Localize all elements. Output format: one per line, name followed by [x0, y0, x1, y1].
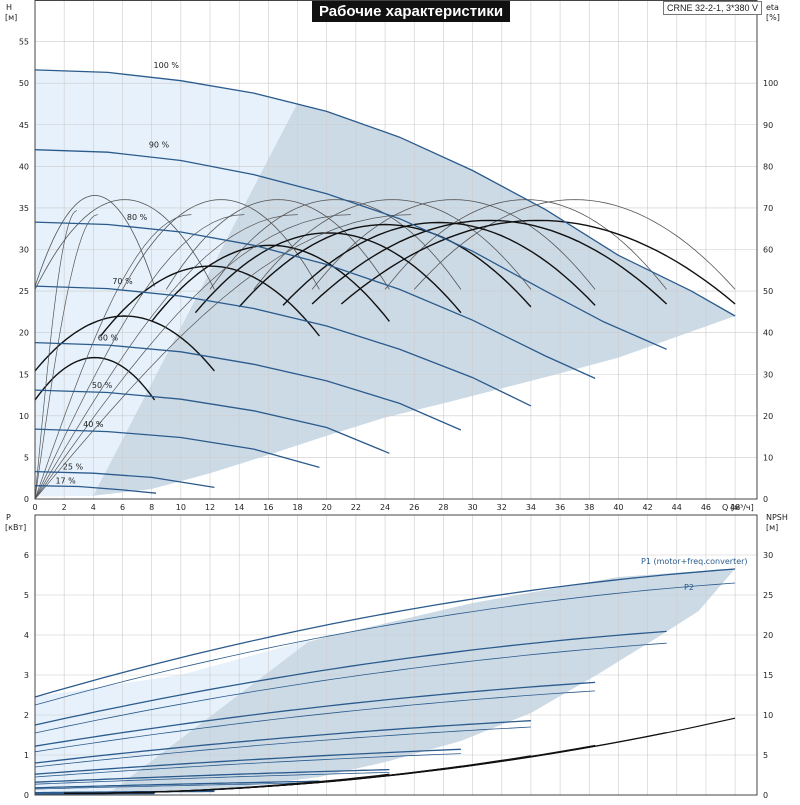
y-tick-label: 0 [24, 791, 29, 800]
p2-series-label: P2 [684, 583, 694, 592]
x-tick-label: 20 [322, 503, 332, 512]
y2-tick-label: 20 [763, 631, 773, 640]
y-tick-label: 45 [19, 121, 29, 130]
y2-tick-label: 50 [763, 287, 773, 296]
speed-label: 100 % [154, 61, 180, 70]
y2-tick-label: 10 [763, 711, 773, 720]
x-tick-label: 10 [176, 503, 186, 512]
x-tick-label: 14 [234, 503, 244, 512]
chart-title: Рабочие характеристики [312, 1, 510, 22]
speed-label: 80 % [127, 213, 148, 222]
y-tick-label: 35 [19, 204, 29, 213]
y-axis-unit: [кВт] [5, 523, 26, 532]
p1-series-label: P1 (motor+freq.converter) [641, 557, 748, 566]
y-tick-label: 25 [19, 287, 29, 296]
y2-tick-label: 40 [763, 329, 773, 338]
y2-tick-label: 0 [763, 791, 768, 800]
x-tick-label: 22 [351, 503, 361, 512]
x-tick-label: 32 [497, 503, 507, 512]
x-tick-label: 30 [467, 503, 477, 512]
y2-tick-label: 20 [763, 412, 773, 421]
x-tick-label: 12 [205, 503, 215, 512]
speed-label: 40 % [83, 420, 104, 429]
x-tick-label: 16 [263, 503, 273, 512]
y-tick-label: 50 [19, 79, 29, 88]
x-tick-label: 42 [643, 503, 653, 512]
x-tick-label: 0 [32, 503, 37, 512]
y-tick-label: 30 [19, 246, 29, 255]
y2-tick-label: 60 [763, 246, 773, 255]
y-tick-label: 5 [24, 453, 29, 462]
y2-tick-label: 10 [763, 453, 773, 462]
y2-axis-label: NPSH [766, 513, 788, 522]
y2-tick-label: 100 [763, 79, 778, 88]
x-tick-label: 24 [380, 503, 390, 512]
x-tick-label: 18 [292, 503, 302, 512]
y2-tick-label: 30 [763, 551, 773, 560]
y-tick-label: 6 [24, 551, 29, 560]
x-tick-label: 34 [526, 503, 536, 512]
speed-label: 25 % [63, 463, 84, 472]
speed-label: 17 % [55, 477, 76, 486]
y2-axis-label: eta [766, 3, 779, 12]
y2-tick-label: 90 [763, 121, 773, 130]
x-tick-label: 28 [438, 503, 448, 512]
y-tick-label: 5 [24, 591, 29, 600]
pump-model-label: CRNE 32-2-1, 3*380 V [663, 1, 762, 15]
y-tick-label: 20 [19, 329, 29, 338]
y-tick-label: 0 [24, 495, 29, 504]
y-axis-unit: [м] [5, 13, 17, 22]
x-tick-label: 6 [120, 503, 125, 512]
y-tick-label: 10 [19, 412, 29, 421]
speed-label: 50 % [92, 381, 113, 390]
y-tick-label: 2 [24, 711, 29, 720]
x-tick-label: 36 [555, 503, 565, 512]
y2-axis-unit: [м] [766, 523, 778, 532]
y-tick-label: 15 [19, 370, 29, 379]
y2-tick-label: 80 [763, 162, 773, 171]
y2-tick-label: 25 [763, 591, 773, 600]
y-tick-label: 1 [24, 751, 29, 760]
y-tick-label: 3 [24, 671, 29, 680]
x-tick-label: 2 [62, 503, 67, 512]
power-npsh-chart: 0 1 2 3 4 5 6 0 5 10 15 20 25 30 P[кВт] NPSH[м] P1 (moto… [5, 513, 788, 800]
y2-tick-label: 70 [763, 204, 773, 213]
x-tick-label: 44 [672, 503, 682, 512]
y2-tick-label: 0 [763, 495, 768, 504]
y-tick-label: 4 [24, 631, 29, 640]
x-tick-label: 40 [613, 503, 623, 512]
x-tick-label: 26 [409, 503, 419, 512]
x-tick-label: 46 [701, 503, 711, 512]
speed-label: 70 % [112, 277, 133, 286]
speed-label: 60 % [98, 334, 119, 343]
y-tick-label: 55 [19, 38, 29, 47]
y2-tick-label: 30 [763, 370, 773, 379]
y-axis-label: P [6, 513, 11, 522]
y-axis-label: H [6, 3, 12, 12]
y2-tick-label: 15 [763, 671, 773, 680]
x-tick-label: 8 [149, 503, 154, 512]
x-tick-label: 4 [91, 503, 96, 512]
y-tick-label: 40 [19, 162, 29, 171]
x-tick-label: 38 [584, 503, 594, 512]
y2-axis-unit: [%] [766, 13, 780, 22]
x-axis-label: Q [м³/ч] [722, 503, 754, 512]
y2-tick-label: 5 [763, 751, 768, 760]
speed-label: 90 % [149, 141, 170, 150]
